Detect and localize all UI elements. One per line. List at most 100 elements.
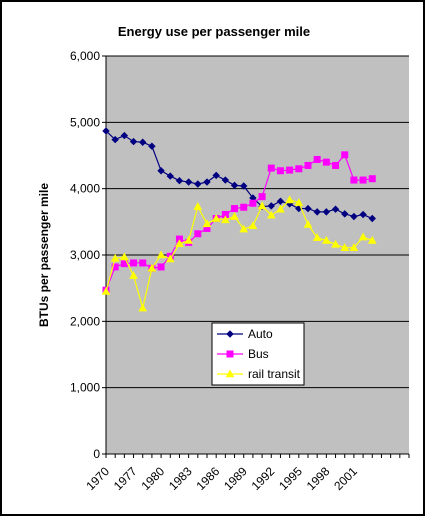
data-point-triangle (340, 243, 350, 252)
gridlines (106, 55, 409, 389)
data-point-square (139, 259, 147, 267)
data-point-diamond (226, 330, 234, 338)
data-point-triangle (101, 286, 111, 295)
data-point-square (304, 161, 312, 169)
data-point-diamond (331, 205, 340, 213)
data-point-triangle (248, 221, 258, 230)
y-axis-label: BTUs per passenger mile (37, 183, 51, 327)
data-point-triangle (175, 239, 184, 248)
data-point-triangle (312, 233, 322, 242)
data-point-square (332, 161, 340, 169)
x-tick-label: 1986 (194, 464, 223, 493)
data-point-triangle (193, 202, 203, 210)
data-point-triangle (276, 204, 285, 213)
data-point-diamond (276, 197, 285, 205)
data-point-diamond (203, 178, 211, 186)
x-tick-label: 1977 (111, 464, 140, 493)
data-point-diamond (157, 167, 165, 175)
data-point-square (286, 166, 294, 174)
legend-item: rail transit (217, 367, 301, 381)
data-point-diamond (267, 202, 275, 210)
data-point-square (231, 205, 239, 213)
legend-item: Auto (217, 327, 273, 341)
x-tick-label: 2001 (331, 464, 360, 493)
legend-label: Auto (248, 327, 273, 341)
series-auto (102, 127, 376, 223)
data-point-triangle (129, 271, 138, 279)
y-tick-label: 2,000 (70, 314, 100, 328)
y-tick-labels: 0 1,000 2,000 3,000 4,000 5,000 6,000 (70, 49, 100, 461)
data-point-diamond (313, 208, 321, 216)
data-point-diamond (102, 127, 110, 135)
data-point-triangle (147, 263, 157, 272)
data-point-square (341, 151, 349, 159)
data-point-square (313, 155, 321, 163)
data-point-triangle (211, 213, 221, 222)
data-point-triangle (110, 253, 120, 262)
data-point-triangle (120, 252, 129, 261)
data-point-diamond (194, 180, 202, 188)
data-point-diamond (139, 138, 147, 146)
x-tick-label: 1998 (304, 464, 333, 493)
data-point-diamond (166, 172, 174, 180)
legend-item: Bus (217, 347, 269, 361)
data-point-diamond (111, 135, 119, 144)
data-point-diamond (359, 210, 367, 219)
y-tick-label: 4,000 (70, 182, 100, 196)
chart-title: Energy use per passenger mile (118, 24, 310, 39)
data-point-square (157, 263, 165, 271)
data-point-triangle (138, 303, 148, 312)
data-point-square (130, 259, 138, 267)
series-bus (102, 151, 376, 294)
data-point-triangle (221, 215, 230, 224)
data-point-triangle (225, 369, 235, 378)
data-point-diamond (240, 182, 248, 190)
data-point-diamond (184, 178, 193, 186)
data-point-diamond (368, 214, 376, 223)
data-point-triangle (331, 239, 340, 248)
y-tick-label: 3,000 (70, 248, 100, 262)
y-tick-label: 1,000 (70, 381, 100, 395)
data-point-triangle (230, 211, 239, 220)
data-point-triangle (349, 243, 359, 252)
x-tick-label: 1980 (138, 464, 167, 493)
data-point-square (322, 158, 330, 166)
series-rail-transit (101, 195, 377, 312)
data-point-square (350, 176, 358, 184)
legend-label: Bus (248, 347, 269, 361)
x-tick-label: 1992 (249, 464, 278, 493)
data-point-square (226, 350, 234, 358)
data-point-diamond (341, 210, 349, 218)
x-tick-label: 1995 (276, 464, 305, 493)
x-tick-label: 1970 (83, 464, 112, 493)
y-tick-label: 6,000 (70, 49, 100, 63)
data-point-square (368, 175, 376, 183)
data-point-triangle (202, 219, 212, 228)
data-point-diamond (212, 171, 220, 180)
data-point-triangle (266, 210, 276, 219)
data-point-square (267, 164, 275, 172)
data-point-diamond (148, 142, 156, 150)
data-point-triangle (184, 235, 193, 244)
y-tick-label: 0 (93, 447, 100, 461)
y-tick-label: 5,000 (70, 115, 100, 129)
series (101, 127, 377, 312)
data-point-triangle (165, 254, 175, 263)
data-point-diamond (129, 137, 138, 146)
legend: Auto Bus rail transit (211, 322, 305, 386)
data-point-diamond (304, 204, 312, 213)
data-point-triangle (367, 235, 377, 244)
data-point-diamond (221, 176, 230, 184)
legend-label: rail transit (248, 367, 301, 381)
data-point-square (276, 167, 284, 175)
data-point-triangle (294, 198, 304, 206)
data-point-diamond (322, 208, 331, 216)
data-point-square (295, 165, 303, 173)
axes (102, 55, 410, 458)
data-point-triangle (239, 224, 249, 233)
data-point-square (194, 230, 202, 238)
x-tick-label: 1989 (221, 464, 250, 493)
